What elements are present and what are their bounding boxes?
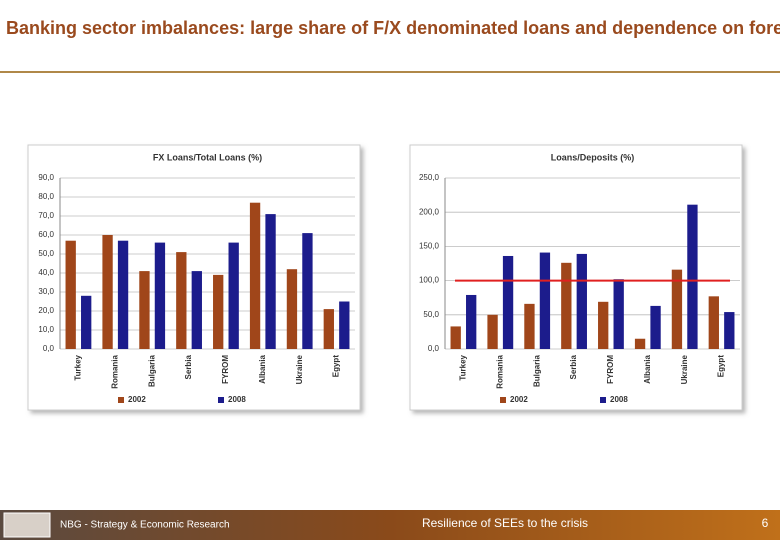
y-tick-label: 60,0 bbox=[38, 230, 54, 239]
x-tick-label: Albania bbox=[258, 354, 267, 383]
y-tick-label: 40,0 bbox=[38, 268, 54, 277]
bar bbox=[81, 295, 92, 349]
legend-swatch bbox=[218, 397, 224, 403]
bar bbox=[598, 301, 609, 349]
y-tick-label: 0,0 bbox=[43, 344, 55, 353]
y-tick-label: 250,0 bbox=[419, 173, 440, 182]
bar bbox=[650, 305, 661, 349]
bar bbox=[117, 240, 129, 349]
bar bbox=[228, 242, 239, 349]
x-tick-label: Albania bbox=[643, 354, 652, 383]
bar bbox=[466, 294, 477, 349]
y-tick-label: 90,0 bbox=[38, 173, 54, 182]
page-number: 6 bbox=[762, 516, 769, 530]
bar bbox=[724, 312, 735, 349]
y-tick-label: 150,0 bbox=[419, 242, 440, 251]
x-tick-label: Romania bbox=[110, 354, 119, 388]
x-tick-label: Turkey bbox=[459, 354, 468, 380]
x-tick-label: Egypt bbox=[332, 355, 341, 378]
x-tick-label: Egypt bbox=[717, 355, 726, 378]
legend-label: 2008 bbox=[228, 395, 246, 404]
x-tick-label: Ukraine bbox=[295, 354, 304, 384]
bar bbox=[65, 240, 76, 349]
footer-left: NBG - Strategy & Economic Research bbox=[60, 520, 230, 531]
y-tick-label: 100,0 bbox=[419, 276, 440, 285]
bar bbox=[176, 252, 187, 349]
legend-swatch bbox=[118, 397, 124, 403]
chart-frame bbox=[409, 144, 743, 411]
bar bbox=[539, 252, 551, 349]
bar bbox=[502, 255, 514, 349]
chart-title: FX Loans/Total Loans (%) bbox=[153, 152, 262, 162]
y-tick-label: 0,0 bbox=[428, 344, 440, 353]
bar bbox=[450, 326, 461, 349]
x-tick-label: FYROM bbox=[221, 355, 230, 384]
x-tick-label: Serbia bbox=[569, 354, 578, 379]
y-tick-label: 80,0 bbox=[38, 192, 54, 201]
y-tick-label: 20,0 bbox=[38, 306, 54, 315]
footer-center: Resilience of SEEs to the crisis bbox=[422, 516, 588, 530]
bar bbox=[671, 269, 683, 349]
bar bbox=[708, 296, 719, 349]
bar bbox=[613, 279, 624, 349]
bar bbox=[139, 271, 150, 349]
bar bbox=[524, 303, 535, 349]
y-tick-label: 200,0 bbox=[419, 207, 440, 216]
bar bbox=[102, 235, 113, 349]
bar bbox=[561, 262, 572, 349]
legend-label: 2002 bbox=[128, 395, 146, 404]
bar bbox=[302, 233, 313, 349]
footer-band bbox=[0, 510, 780, 540]
x-tick-label: Ukraine bbox=[680, 354, 689, 384]
legend-label: 2008 bbox=[610, 395, 628, 404]
bar bbox=[339, 301, 350, 349]
bar bbox=[191, 271, 202, 349]
bar bbox=[154, 242, 166, 349]
bar bbox=[323, 309, 334, 349]
bar bbox=[265, 214, 276, 349]
chart-title: Loans/Deposits (%) bbox=[551, 152, 635, 162]
logo bbox=[3, 512, 51, 538]
x-tick-label: Romania bbox=[495, 354, 504, 388]
legend-swatch bbox=[500, 397, 506, 403]
x-tick-label: FYROM bbox=[606, 355, 615, 384]
bar bbox=[687, 204, 698, 349]
bar bbox=[576, 253, 587, 349]
y-tick-label: 50,0 bbox=[423, 310, 439, 319]
bar bbox=[213, 274, 224, 349]
y-tick-label: 10,0 bbox=[38, 325, 54, 334]
x-tick-label: Turkey bbox=[74, 354, 83, 380]
y-tick-label: 50,0 bbox=[38, 249, 54, 258]
slide-title: Banking sector imbalances: large share o… bbox=[6, 18, 780, 38]
bar bbox=[286, 269, 298, 349]
bar bbox=[487, 314, 498, 349]
y-tick-label: 70,0 bbox=[38, 211, 54, 220]
bar bbox=[634, 338, 646, 349]
legend-label: 2002 bbox=[510, 395, 528, 404]
x-tick-label: Bulgaria bbox=[147, 354, 156, 387]
slide-title-text: Banking sector imbalances: large share o… bbox=[6, 18, 780, 38]
x-tick-label: Bulgaria bbox=[532, 354, 541, 387]
legend-swatch bbox=[600, 397, 606, 403]
y-tick-label: 30,0 bbox=[38, 287, 54, 296]
x-tick-label: Serbia bbox=[184, 354, 193, 379]
bar bbox=[249, 202, 261, 349]
